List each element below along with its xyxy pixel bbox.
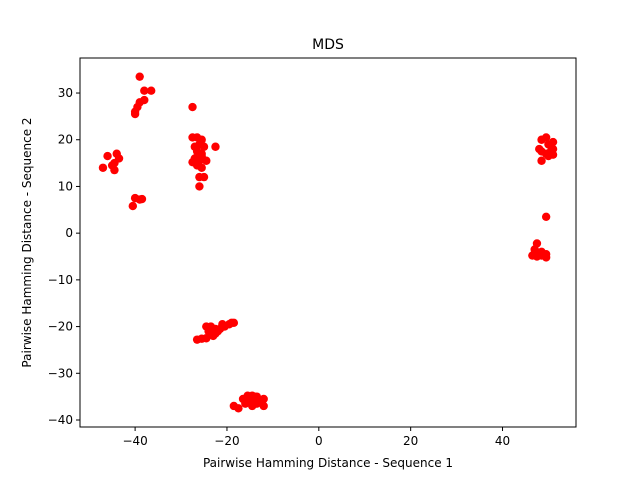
data-point bbox=[110, 165, 119, 175]
data-point bbox=[188, 102, 197, 112]
y-tick-label: 10 bbox=[58, 179, 73, 193]
y-tick-label: −20 bbox=[48, 320, 73, 334]
data-point bbox=[234, 404, 243, 413]
x-tick-label: 20 bbox=[403, 434, 418, 448]
data-point bbox=[531, 247, 540, 257]
x-tick-label: 0 bbox=[315, 434, 323, 448]
data-point bbox=[259, 394, 268, 404]
y-tick-label: −10 bbox=[48, 273, 73, 287]
data-point bbox=[204, 327, 213, 336]
data-point bbox=[140, 86, 149, 95]
data-points bbox=[98, 72, 558, 413]
x-tick-label: −20 bbox=[214, 434, 239, 448]
data-point bbox=[199, 142, 209, 151]
data-point bbox=[199, 172, 209, 182]
data-point bbox=[103, 151, 112, 161]
y-tick-label: 20 bbox=[58, 133, 73, 147]
data-point bbox=[211, 142, 220, 151]
data-point bbox=[197, 163, 206, 172]
y-tick-label: −30 bbox=[48, 366, 73, 380]
data-point bbox=[202, 334, 211, 343]
data-point bbox=[146, 86, 156, 95]
data-point bbox=[548, 137, 558, 147]
chart-title: MDS bbox=[312, 37, 344, 53]
data-point bbox=[541, 212, 551, 222]
data-point bbox=[243, 398, 252, 407]
data-point bbox=[197, 151, 206, 161]
y-tick-label: −40 bbox=[48, 413, 73, 427]
y-tick-label: 30 bbox=[58, 86, 73, 100]
y-axis-ticks: −40 −30 −20 −10 0 10 20 30 bbox=[48, 86, 80, 427]
x-axis-label: Pairwise Hamming Distance - Sequence 1 bbox=[203, 456, 453, 470]
data-point bbox=[135, 72, 144, 81]
y-tick-label: 0 bbox=[65, 226, 73, 240]
y-axis-label: Pairwise Hamming Distance - Sequence 2 bbox=[20, 117, 34, 367]
plot-frame bbox=[79, 57, 577, 428]
data-point bbox=[229, 318, 239, 328]
data-point bbox=[137, 194, 147, 204]
data-point bbox=[548, 150, 558, 159]
x-tick-label: 40 bbox=[495, 434, 510, 448]
data-point bbox=[541, 133, 551, 142]
data-point bbox=[98, 163, 108, 172]
data-point bbox=[259, 401, 268, 411]
x-tick-label: −40 bbox=[122, 434, 147, 448]
data-point bbox=[537, 251, 546, 260]
x-axis-ticks: −40 −20 0 20 40 bbox=[122, 427, 510, 448]
data-point bbox=[537, 156, 546, 165]
data-point bbox=[130, 109, 140, 119]
data-point bbox=[252, 399, 262, 408]
data-point bbox=[128, 201, 138, 211]
data-point bbox=[195, 182, 204, 191]
